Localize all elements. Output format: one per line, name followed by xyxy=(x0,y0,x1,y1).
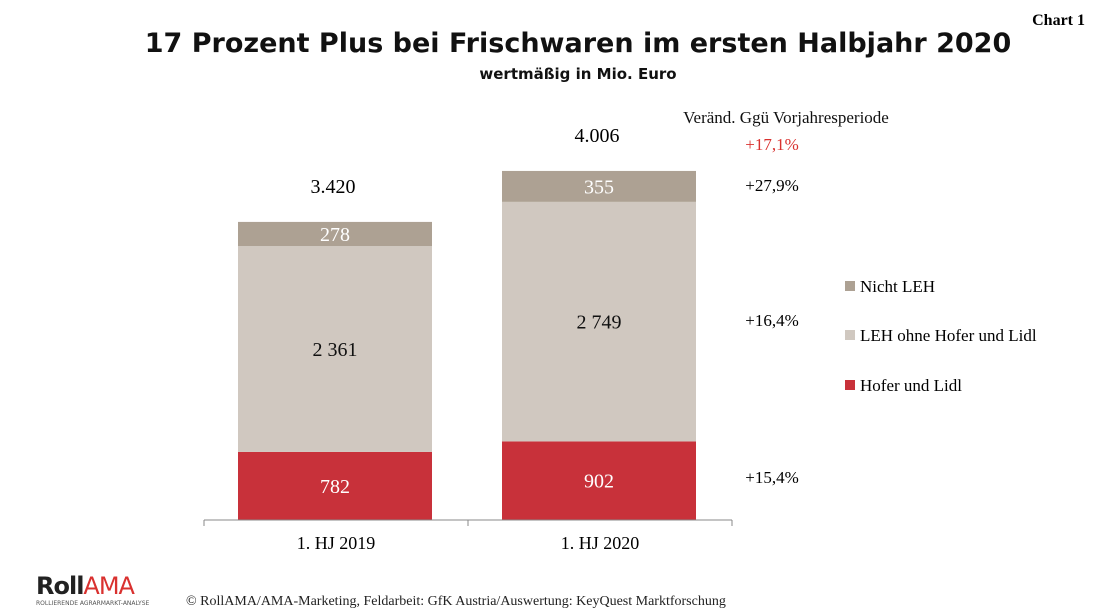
legend-label: Hofer und Lidl xyxy=(860,376,962,395)
bar-value-label: 2 361 xyxy=(313,339,358,361)
bar-segment xyxy=(238,221,432,247)
change-leh-ohne: +16,4% xyxy=(745,311,799,330)
change-header: Veränd. Ggü Vorjahresperiode xyxy=(683,108,889,127)
bar-total-label: 3.420 xyxy=(311,176,356,198)
bar-segment xyxy=(238,451,432,520)
logo-roll: Roll xyxy=(36,572,83,600)
logo-ama: AMA xyxy=(83,572,135,600)
bar-segment xyxy=(502,170,696,202)
svg-text:RollAMA: RollAMA xyxy=(36,572,136,600)
legend-swatch-leh-ohne xyxy=(845,330,855,340)
chart-subtitle: wertmäßig in Mio. Euro xyxy=(479,65,676,83)
x-tick-label: 1. HJ 2020 xyxy=(561,533,640,553)
x-tick-label: 1. HJ 2019 xyxy=(297,533,376,553)
logo-tagline: ROLLIERENDE AGRARMARKT-ANALYSE xyxy=(36,600,150,607)
rollama-logo: RollAMA ROLLIERENDE AGRARMARKT-ANALYSE xyxy=(36,572,150,607)
bar-value-label: 278 xyxy=(320,224,350,246)
legend-swatch-hofer-lidl xyxy=(845,380,855,390)
footer-source: © RollAMA/AMA-Marketing, Feldarbeit: GfK… xyxy=(186,594,726,609)
change-total: +17,1% xyxy=(745,135,799,154)
legend-label: LEH ohne Hofer und Lidl xyxy=(860,326,1037,345)
bar-value-label: 355 xyxy=(584,176,614,198)
chart-number-label: Chart 1 xyxy=(1032,12,1085,29)
bar-segment xyxy=(238,246,432,452)
legend: Nicht LEH LEH ohne Hofer und Lidl Hofer … xyxy=(845,277,1037,395)
bar-total-label: 4.006 xyxy=(575,125,620,147)
legend-swatch-nicht-leh xyxy=(845,281,855,291)
bar-value-label: 782 xyxy=(320,476,350,498)
bar-value-label: 902 xyxy=(584,471,614,493)
change-nicht-leh: +27,9% xyxy=(745,176,799,195)
change-hofer-lidl: +15,4% xyxy=(745,468,799,487)
bar-segment xyxy=(502,201,696,442)
bar-value-label: 2 749 xyxy=(577,312,622,334)
chart-title: 17 Prozent Plus bei Frischwaren im erste… xyxy=(145,28,1012,59)
bar-segment xyxy=(502,441,696,520)
legend-label: Nicht LEH xyxy=(860,277,935,296)
